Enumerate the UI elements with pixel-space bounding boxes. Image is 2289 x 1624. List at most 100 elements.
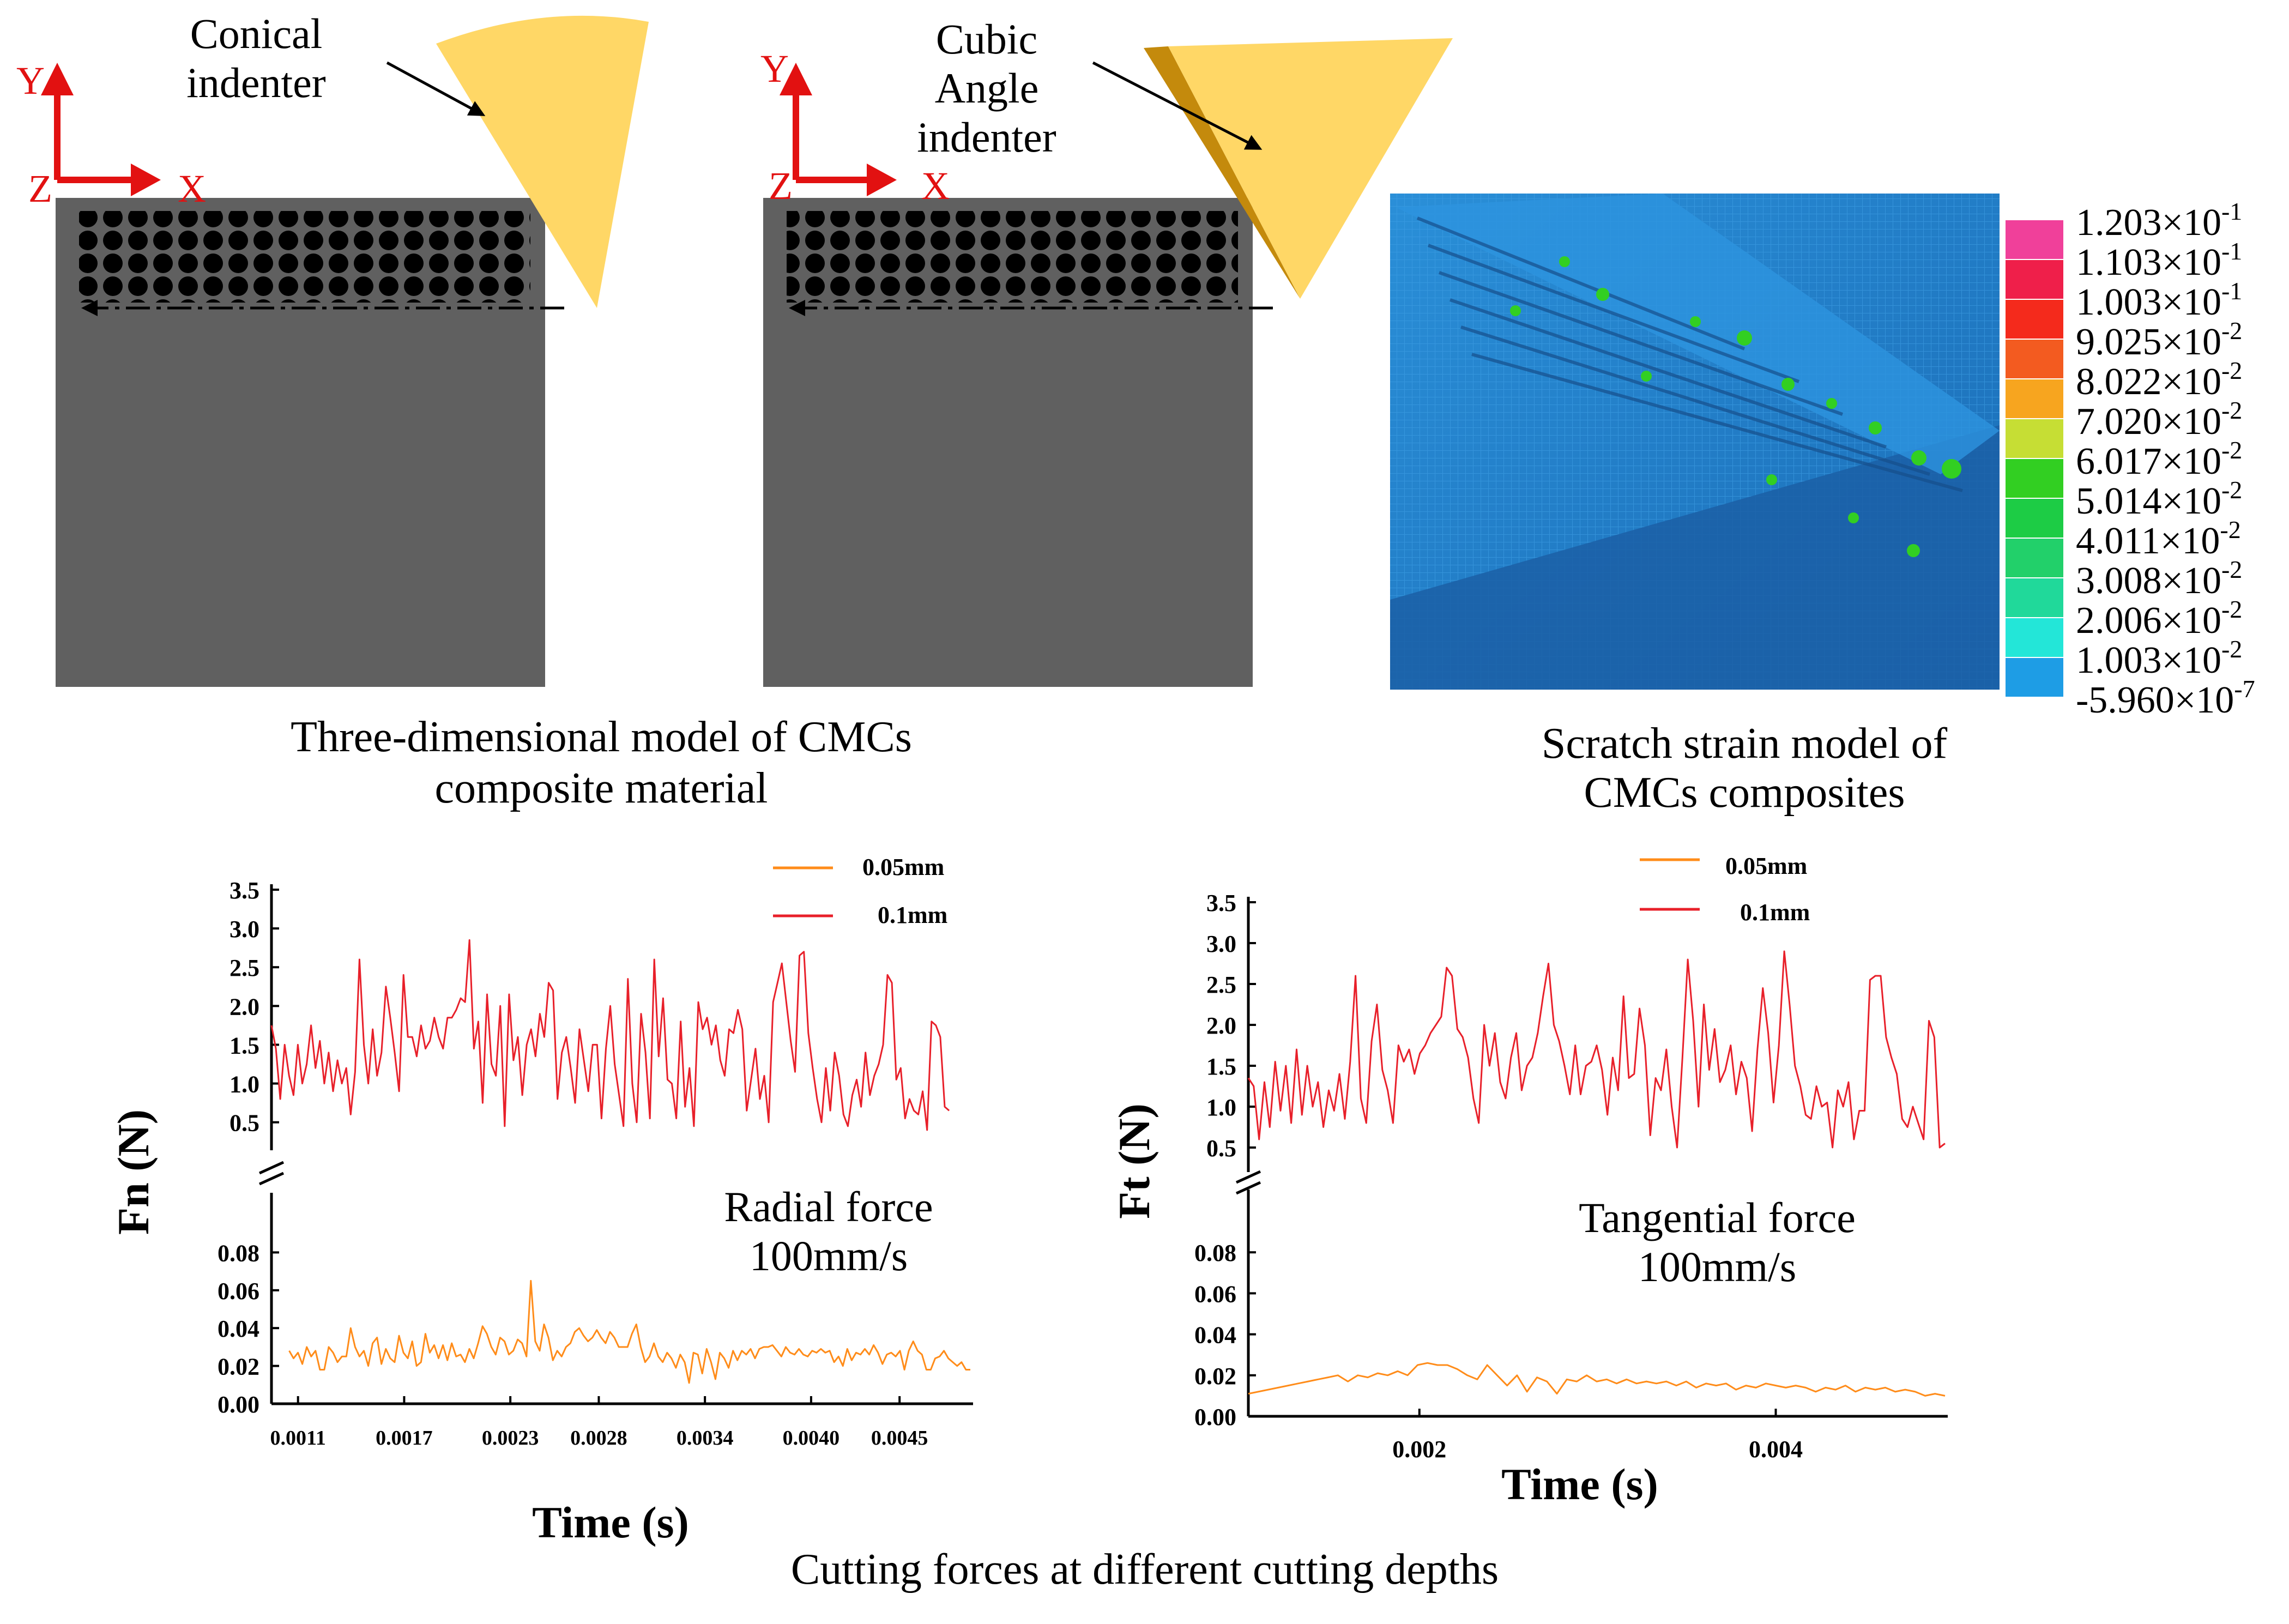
legend: 0.05mm 0.1mm — [1640, 853, 1810, 926]
x-arrow-icon — [131, 164, 161, 196]
y-tick-label: 2.0 — [229, 993, 259, 1020]
scratch-ridges — [1416, 216, 1963, 492]
fiber-array — [787, 211, 1238, 303]
annotation-line2: 100mm/s — [1638, 1243, 1796, 1290]
colorbar-swatch — [2004, 458, 2064, 499]
x-arrow-icon — [867, 164, 897, 196]
x-tick-label: 0.0040 — [783, 1427, 840, 1450]
y-tick-label: 0.06 — [1194, 1281, 1236, 1307]
strain-hotspots — [1510, 256, 1961, 557]
indenter-label-line3: indenter — [917, 113, 1056, 161]
fiber-array — [79, 211, 530, 303]
model-panel-cubic: Cubic Angle indenter Y Z X — [760, 15, 1453, 687]
x-tick-label: 0.004 — [1749, 1436, 1803, 1463]
colorbar-label: 6.017×10-2 — [2076, 436, 2242, 482]
axis-z-label: Z — [769, 164, 793, 208]
indenter-label-line2: indenter — [186, 59, 326, 106]
colorbar-swatch — [2004, 339, 2064, 379]
y-tick-label: 3.0 — [229, 916, 259, 943]
colorbar-swatch — [2004, 577, 2064, 618]
y-tick-label: 0.04 — [1194, 1322, 1236, 1349]
y-tick-label: 2.5 — [229, 955, 259, 981]
y-axis-label: Ft (N) — [1109, 1103, 1159, 1219]
axis-z-label: Z — [28, 167, 52, 210]
legend: 0.05mm 0.1mm — [773, 854, 947, 928]
y-tick-label: 3.0 — [1206, 931, 1236, 957]
indenter-pointer-arrow — [386, 61, 486, 116]
y-tick-label: 3.5 — [229, 877, 259, 904]
axis-x-label: X — [921, 164, 950, 208]
axis-x-label: X — [178, 167, 206, 210]
colorbar-swatch — [2004, 378, 2064, 419]
strain-colorbar: 1.203×10-11.103×10-11.003×10-19.025×10-2… — [2004, 197, 2255, 721]
tangential-force-chart: Ft (N) Time (s) Tangential force 100mm/s… — [1109, 853, 1948, 1509]
colorbar-label: 8.022×10-2 — [2076, 357, 2242, 403]
y-tick-label: 0.5 — [1206, 1135, 1236, 1162]
strain-contour-image — [1390, 194, 2000, 690]
y-tick-label: 2.5 — [1206, 971, 1236, 998]
y-tick-label: 1.0 — [1206, 1094, 1236, 1121]
caption-strain-line2: CMCs composites — [1584, 769, 1905, 817]
y-arrow-icon — [41, 63, 74, 95]
colorbar-swatch — [2004, 418, 2064, 459]
caption-strain-line1: Scratch strain model of — [1542, 720, 1948, 768]
colorbar-label: 3.008×10-2 — [2076, 556, 2242, 602]
y-tick-label: 1.5 — [1206, 1053, 1236, 1080]
axis-break-mark — [258, 1161, 285, 1186]
indenter-label-line2: Angle — [935, 64, 1039, 112]
radial-force-chart: Fn (N) Time (s) Radial force 100mm/s 0.0… — [108, 854, 973, 1547]
x-tick-label: 0.0034 — [677, 1427, 734, 1450]
colorbar-swatch — [2004, 259, 2064, 300]
cubic-indenter — [1168, 38, 1453, 299]
x-tick-label: 0.0017 — [376, 1427, 433, 1450]
series-line-0.05mm — [288, 1279, 970, 1384]
y-tick-label: 2.0 — [1206, 1012, 1236, 1039]
colorbar-label: 4.011×10-2 — [2076, 516, 2241, 562]
annotation-line1: Radial force — [724, 1183, 933, 1230]
x-tick-label: 0.0011 — [270, 1427, 325, 1450]
colorbar-label: 9.025×10-2 — [2076, 317, 2242, 363]
y-tick-label: 0.5 — [229, 1110, 259, 1137]
colorbar-label: 1.003×10-2 — [2076, 635, 2242, 681]
y-tick-label: 0.08 — [1194, 1240, 1236, 1266]
colorbar-swatch — [2004, 299, 2064, 340]
series-line-0.1mm — [270, 939, 950, 1131]
y-tick-label: 3.5 — [1206, 890, 1236, 916]
colorbar-label: 1.103×10-1 — [2076, 237, 2242, 283]
x-tick-label: 0.002 — [1392, 1436, 1446, 1463]
indenter-label-line1: Conical — [190, 10, 323, 57]
y-tick-label: 0.00 — [218, 1391, 259, 1418]
y-tick-label: 0.04 — [218, 1315, 259, 1342]
legend-label-0.1mm: 0.1mm — [878, 902, 947, 928]
axis-y-label: Y — [760, 47, 789, 90]
annotation-line1: Tangential force — [1579, 1194, 1856, 1241]
scratch-groove — [1396, 194, 2000, 474]
axis-y-label: Y — [16, 59, 45, 102]
axis-triad: Y Z X — [16, 59, 206, 210]
x-tick-label: 0.0028 — [570, 1427, 627, 1450]
colorbar-swatch — [2004, 617, 2064, 658]
y-axis-label: Fn (N) — [108, 1109, 158, 1235]
caption-model-line2: composite material — [435, 764, 768, 812]
axis-break-mark — [1235, 1170, 1261, 1195]
legend-label-0.05mm: 0.05mm — [862, 854, 944, 880]
colorbar-label: -5.960×10-7 — [2076, 675, 2255, 721]
figure-caption: Cutting forces at different cutting dept… — [791, 1545, 1499, 1593]
y-arrow-icon — [780, 63, 812, 95]
x-tick-label: 0.0045 — [871, 1427, 928, 1450]
model-panel-conical: Conical indenter Y Z X — [16, 10, 649, 687]
y-tick-label: 0.02 — [1194, 1363, 1236, 1390]
colorbar-label: 7.020×10-2 — [2076, 396, 2242, 443]
caption-model-line1: Three-dimensional model of CMCs — [291, 713, 912, 761]
indenter-pointer-arrow — [1092, 61, 1263, 150]
axis-triad: Y Z X — [760, 47, 950, 208]
series-line-0.1mm — [1247, 950, 1946, 1149]
indenter-label-line1: Cubic — [936, 15, 1037, 63]
annotation-line2: 100mm/s — [750, 1232, 908, 1279]
y-tick-label: 1.5 — [229, 1032, 259, 1059]
y-tick-label: 1.0 — [229, 1071, 259, 1098]
colorbar-label: 1.203×10-1 — [2076, 197, 2242, 244]
y-tick-label: 0.02 — [218, 1354, 259, 1380]
legend-label-0.1mm: 0.1mm — [1740, 899, 1810, 926]
